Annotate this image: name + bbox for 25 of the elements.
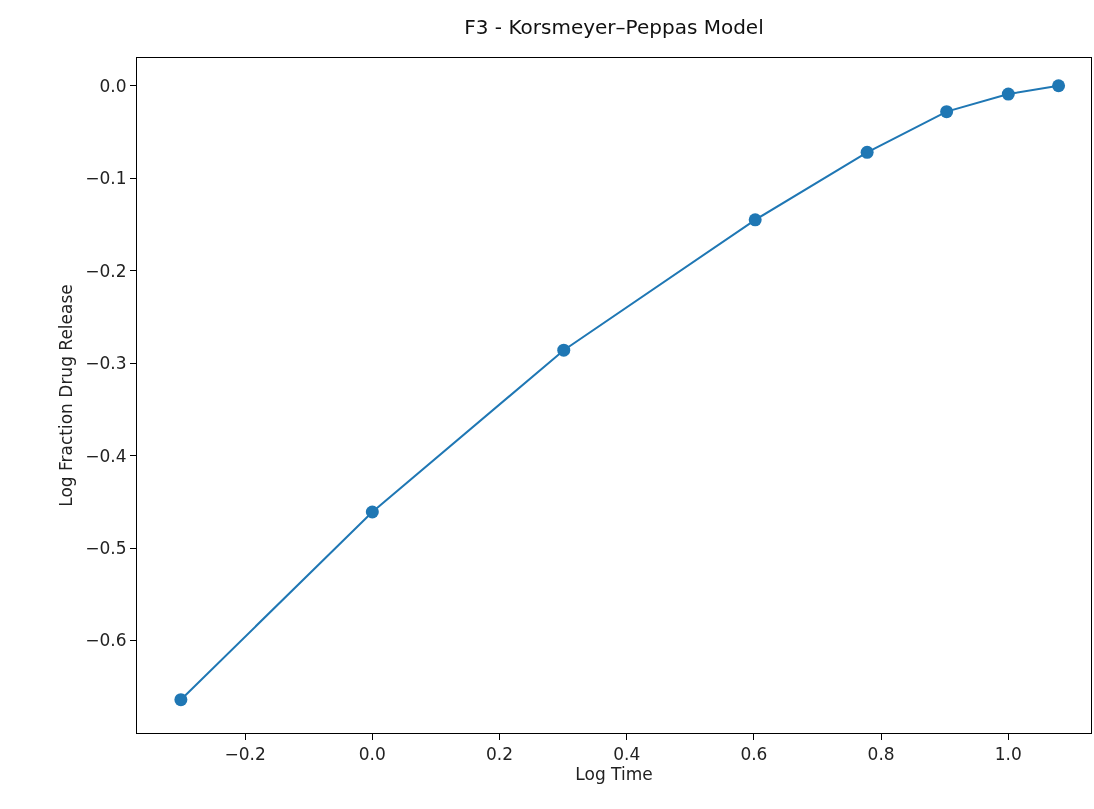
x-tick-label: 0.0	[358, 744, 386, 765]
y-tick-label: −0.1	[85, 168, 127, 189]
y-axis-title: Log Fraction Drug Release	[55, 284, 76, 507]
y-tick-label: −0.5	[85, 538, 127, 559]
point	[174, 693, 188, 707]
x-tick-label: 0.8	[867, 744, 895, 765]
x-tick-label: 0.4	[613, 744, 641, 765]
point	[557, 343, 571, 357]
point	[365, 505, 379, 519]
y-tick-label: −0.3	[85, 353, 127, 374]
point	[748, 213, 762, 227]
point	[860, 145, 874, 159]
x-tick-label: 0.2	[486, 744, 514, 765]
x-axis-title: Log Time	[575, 764, 653, 785]
y-tick-label: 0.0	[99, 75, 127, 96]
x-tick-label: −0.2	[224, 744, 266, 765]
x-tick-label: 0.6	[740, 744, 768, 765]
point	[940, 105, 954, 119]
point	[1001, 87, 1015, 101]
y-tick-label: −0.6	[85, 630, 127, 651]
y-tick-label: −0.2	[85, 260, 127, 281]
y-tick-label: −0.4	[85, 445, 127, 466]
x-tick-label: 1.0	[994, 744, 1022, 765]
point	[1052, 79, 1066, 93]
chart-title: F3 - Korsmeyer–Peppas Model	[464, 15, 764, 40]
